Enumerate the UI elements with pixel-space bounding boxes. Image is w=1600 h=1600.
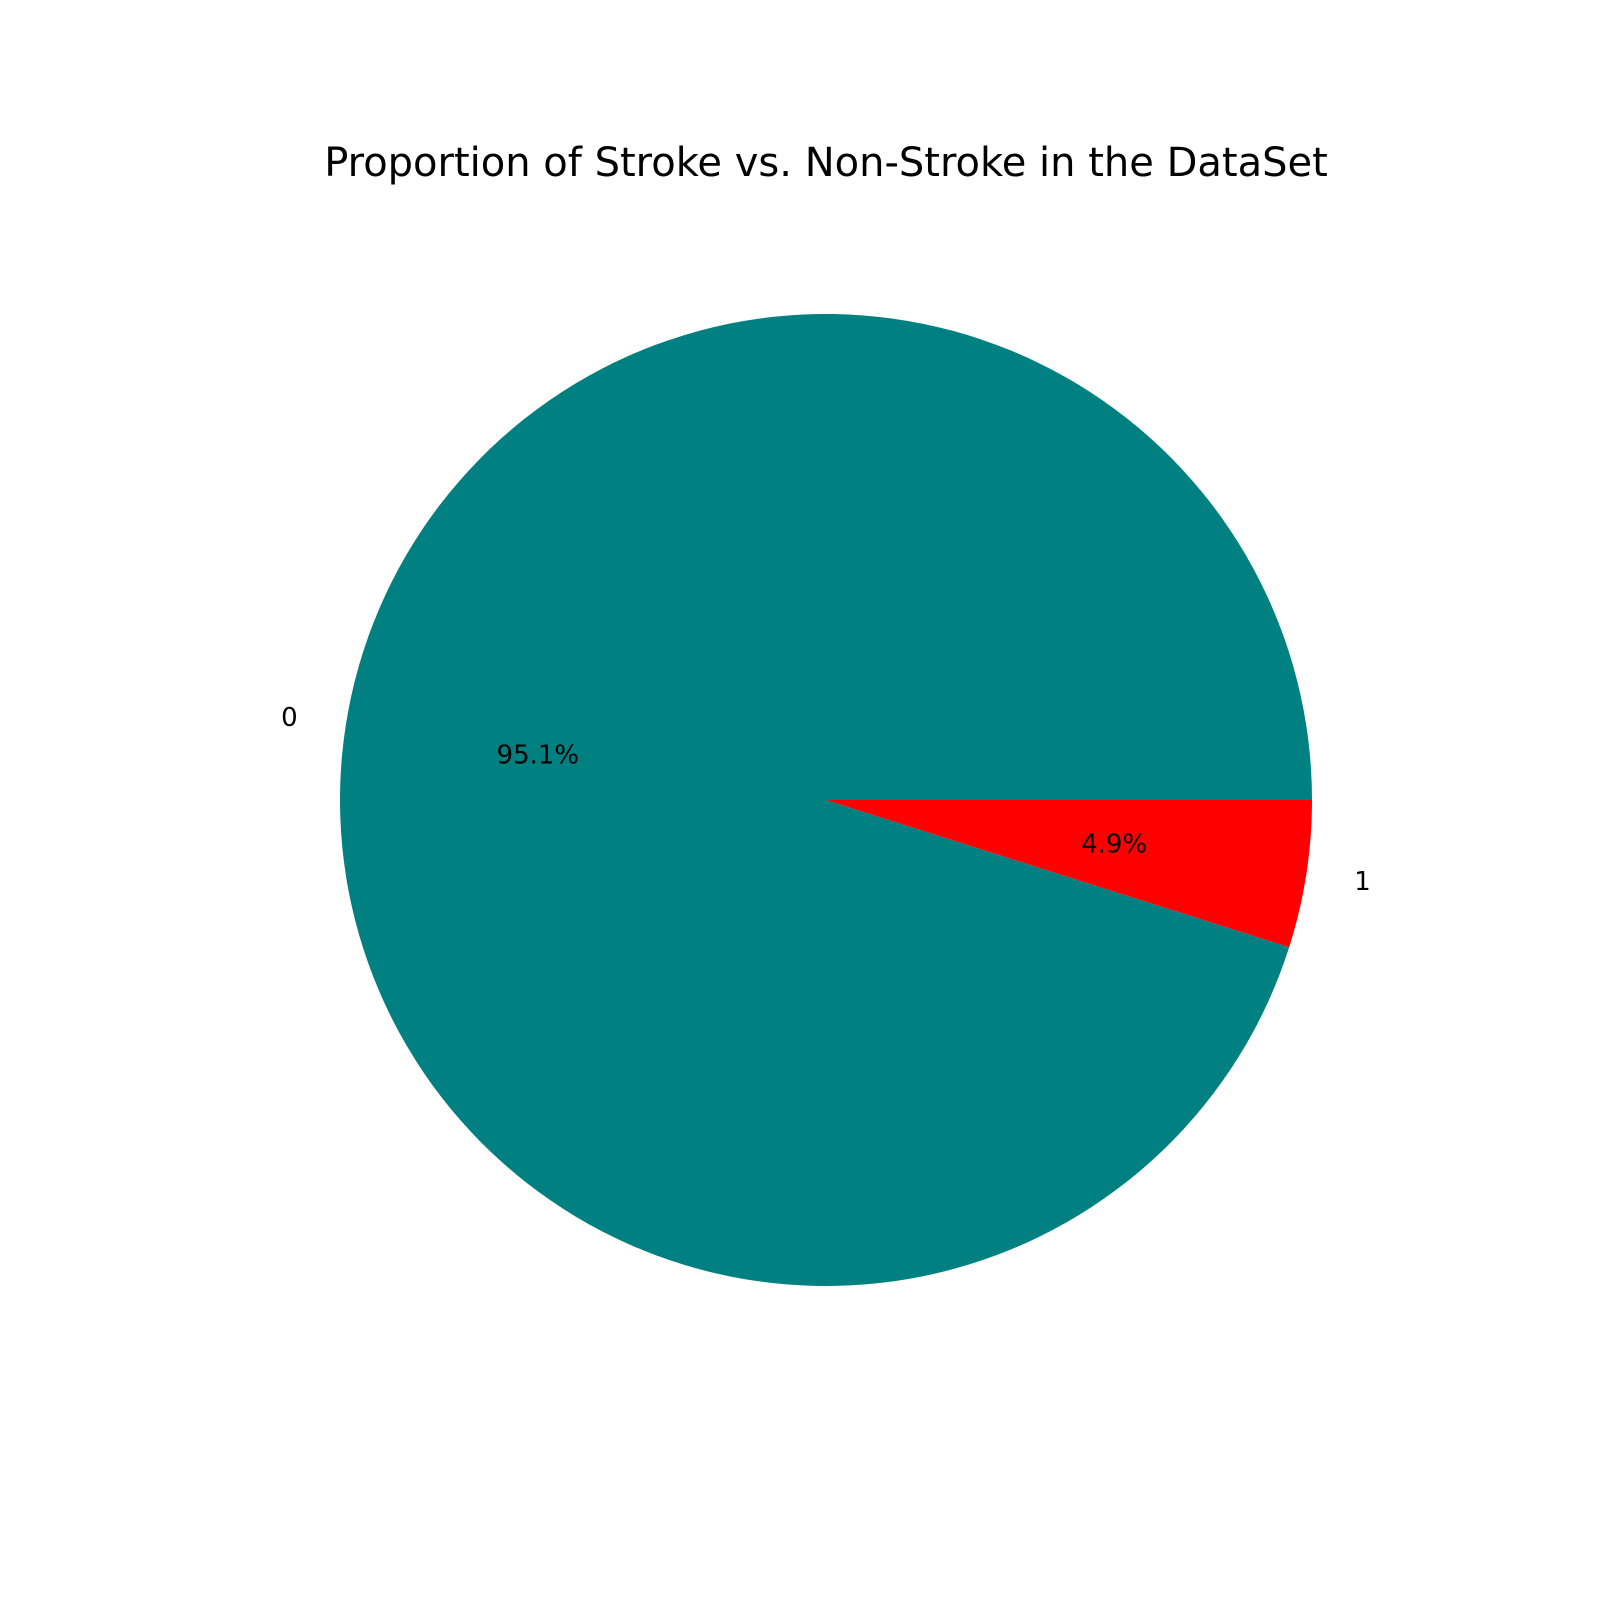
pie-labels: 0 95.1% 1 4.9% xyxy=(281,703,1371,897)
pie-slice-0 xyxy=(339,313,1313,1286)
pie-slice-1 xyxy=(826,800,1312,948)
slice-label-0: 0 xyxy=(281,703,298,733)
pct-label-0: 95.1% xyxy=(497,740,580,770)
pie-slices xyxy=(339,313,1313,1286)
pct-label-1: 4.9% xyxy=(1081,830,1147,860)
slice-label-1: 1 xyxy=(1354,867,1371,897)
chart-title: Proportion of Stroke vs. Non-Stroke in t… xyxy=(324,140,1328,186)
